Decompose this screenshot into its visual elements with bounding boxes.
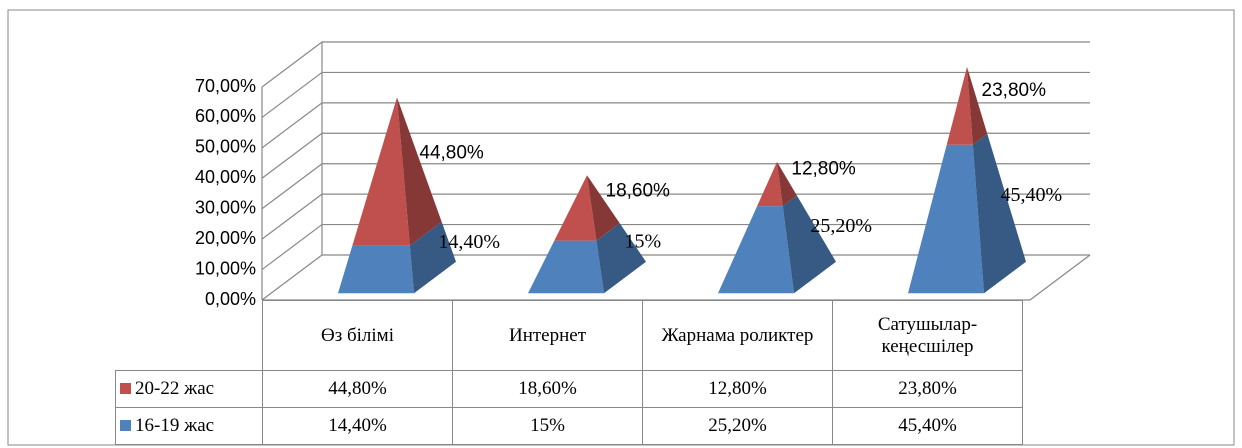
grid [261,41,1091,301]
table-value: 12,80% [642,370,833,408]
pyramids [338,66,1026,294]
category-label: Сатушылар-кеңесшілер [832,300,1023,371]
pyramid-front [528,240,604,294]
chart-border [7,9,1235,446]
category-label: Жарнама роликтер [642,300,833,371]
table-value: 45,40% [832,407,1023,445]
y-tick-label: 10,00% [195,258,256,278]
y-tick-label: 70,00% [195,76,256,96]
legend-label: 20-22 жас [135,378,215,399]
table-row: 20-22 жас 44,80% 18,60% 12,80% 23,80% [115,370,1023,408]
grid-line [261,102,1090,149]
category-label: Интернет [452,300,643,371]
data-label: 23,80% [982,80,1047,101]
grid-line [261,163,1090,210]
pyramid-side [972,133,1026,294]
pyramid-front [946,66,973,145]
table-value: 44,80% [262,370,453,408]
blank-cell [115,300,263,371]
pyramid-front [757,161,783,207]
legend-key [120,383,131,394]
pyramid-segment [352,97,442,246]
data-label: 15% [625,230,662,252]
table-value: 23,80% [832,370,1023,408]
y-tick-label: 30,00% [195,197,256,217]
grid-line [261,254,1090,301]
category-label: Өз білімі [262,300,453,371]
pyramid-front [338,245,414,294]
pyramid-segment [528,223,646,294]
pyramid-side [782,195,836,294]
y-tick-label: 40,00% [195,167,256,187]
table-value: 18,60% [452,370,643,408]
table-value: 15% [452,407,643,445]
table-header-row: Өз білімі Интернет Жарнама роликтер Сатушыл… [115,300,1023,371]
pyramid-front [554,175,597,241]
pyramid-front [352,97,410,246]
pyramid-side [596,223,646,294]
legend-cell: 20-22 жас [115,370,263,408]
table-value: 14,40% [262,407,453,445]
pyramid-side [409,221,456,294]
labels: 0,00%10,00%20,00%30,00%40,00%50,00%60,00… [195,76,1062,309]
pyramid-side [777,161,797,207]
legend-key [120,420,131,431]
pyramid-segment [554,175,620,241]
data-label: 12,80% [791,158,856,179]
legend-label: 16-19 жас [135,415,215,436]
data-label: 45,40% [1001,184,1063,206]
pyramid-side [587,175,620,241]
data-table: Өз білімі Интернет Жарнама роликтер Сатушыл… [115,300,1023,445]
grid-line [261,132,1090,179]
pyramid-segment [757,161,797,207]
pyramid-segment [338,221,456,294]
table-row: 16-19 жас 14,40% 15% 25,20% 45,40% [115,407,1023,445]
grid-line [261,223,1090,271]
pyramid-side [397,97,442,246]
data-label: 25,20% [810,215,872,237]
grid-line [261,41,1090,88]
pyramid-segment [718,195,836,294]
pyramid-segment [946,66,988,145]
data-label: 14,40% [438,231,500,253]
data-label: 44,80% [419,143,484,164]
y-tick-label: 60,00% [195,106,256,126]
grid-line [261,71,1090,118]
table-value: 25,20% [642,407,833,445]
pyramid-front [718,206,794,294]
pyramid-front [908,144,984,294]
floor-right [1029,254,1091,301]
grid-line [261,193,1090,240]
pyramid-segment [908,133,1026,294]
pyramid-side [967,66,988,145]
data-label: 18,60% [606,181,671,202]
legend-cell: 16-19 жас [115,407,263,445]
y-tick-label: 20,00% [195,228,256,248]
y-tick-label: 50,00% [195,137,256,157]
